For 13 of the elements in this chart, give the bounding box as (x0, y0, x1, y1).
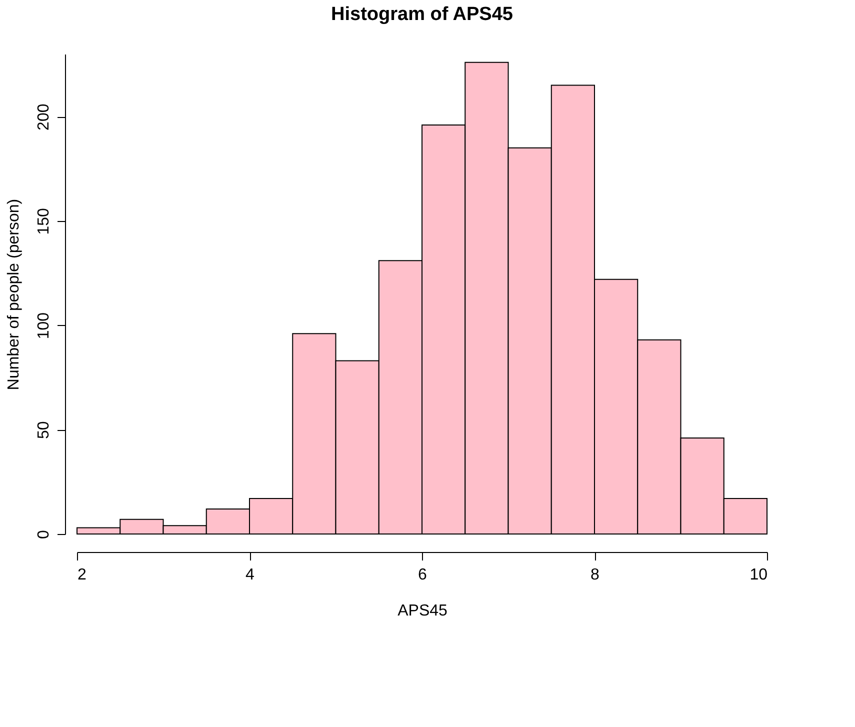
y-axis-title: Number of people (person) (6, 198, 22, 390)
x-axis-title: APS45 (398, 602, 448, 620)
y-tick-label: 200 (36, 104, 52, 130)
x-tick-label: 6 (418, 566, 428, 584)
x-tick-label: 10 (750, 566, 768, 584)
y-tick-label: 50 (36, 421, 52, 440)
x-tick-label: 4 (246, 566, 255, 584)
y-tick-label: 0 (36, 530, 52, 539)
y-tick-label: 150 (36, 208, 52, 235)
y-tick-label: 100 (36, 312, 52, 340)
x-tick-label: 2 (78, 566, 86, 584)
x-tick-label: 8 (590, 566, 600, 584)
chart-title: Histogram of APS45 (331, 4, 514, 25)
